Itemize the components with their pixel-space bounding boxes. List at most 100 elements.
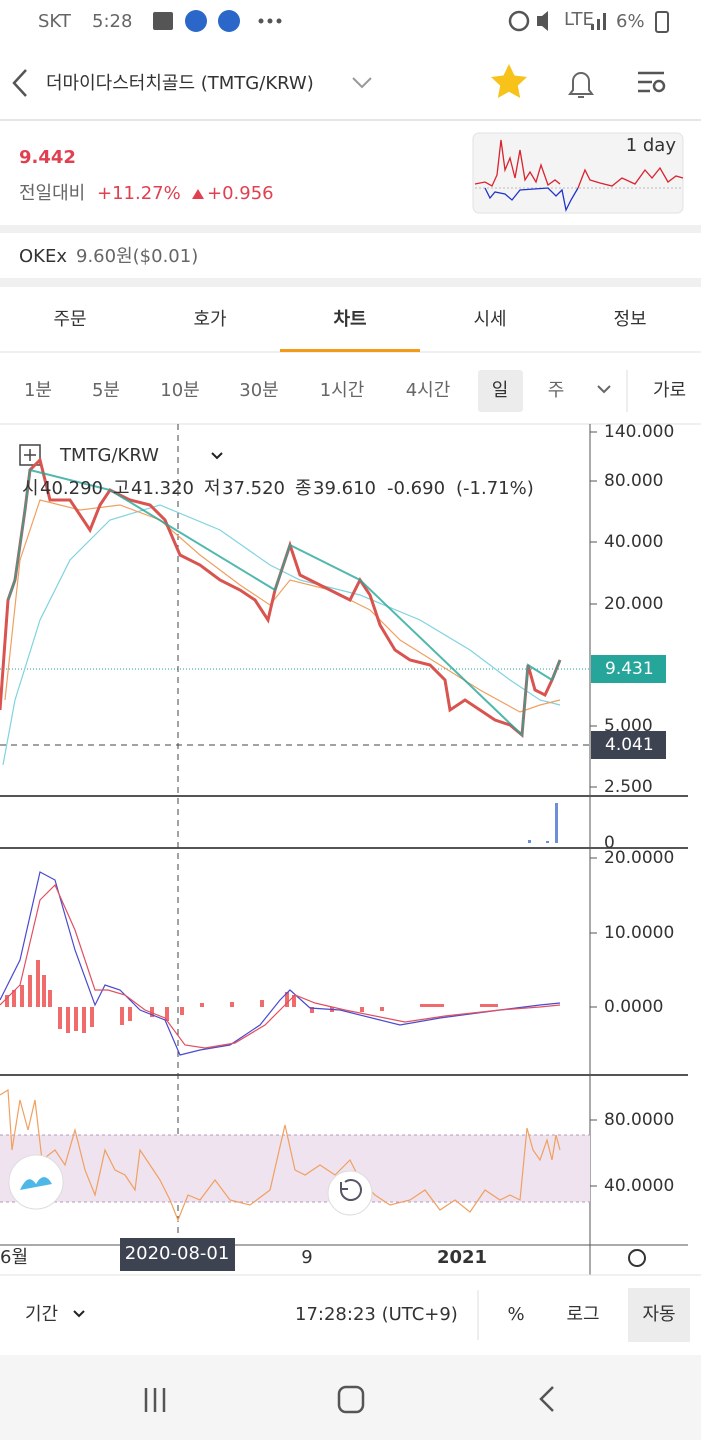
price-candles bbox=[0, 457, 562, 738]
ohlc-high-label: 고 bbox=[113, 478, 130, 499]
chart-symbol: TMTG/KRW bbox=[59, 445, 159, 466]
exchange-name: OKEx bbox=[19, 246, 67, 267]
tab[interactable]: 주문 bbox=[53, 309, 86, 330]
add-indicator[interactable] bbox=[19, 444, 41, 466]
auto-button-bg bbox=[628, 1288, 690, 1342]
exchange-price: 9.60원($0.01) bbox=[76, 246, 198, 267]
moving-average-short bbox=[4, 499, 561, 713]
alarm-button[interactable] bbox=[568, 72, 594, 98]
rsi-axis-label: 80.0000 bbox=[604, 1110, 674, 1130]
period-button[interactable]: 기간 bbox=[25, 1304, 58, 1325]
reset-button[interactable] bbox=[327, 1170, 373, 1216]
mini-chart-line-up bbox=[577, 166, 684, 189]
chart-settings-button[interactable] bbox=[628, 1249, 646, 1267]
interval[interactable]: 1분 bbox=[24, 380, 52, 401]
navigation-bar bbox=[0, 1355, 701, 1440]
x-axis-label: 2021 bbox=[437, 1247, 487, 1268]
crosshair-price-badge bbox=[591, 731, 666, 759]
settings-button[interactable] bbox=[638, 71, 666, 93]
change-label: 전일대비 bbox=[19, 183, 85, 204]
interval[interactable]: 4시간 bbox=[406, 380, 451, 401]
volume-axis-label: 0 bbox=[604, 833, 615, 853]
log-button[interactable]: 로그 bbox=[566, 1304, 599, 1325]
rsi-line bbox=[0, 1088, 561, 1222]
dropdown-chevron[interactable] bbox=[352, 77, 372, 89]
reset-icon bbox=[340, 1179, 362, 1201]
interval[interactable]: 10분 bbox=[160, 380, 199, 401]
moving-average-long bbox=[2, 504, 561, 766]
ohlc-change: -0.690 bbox=[387, 478, 445, 499]
price-axis-label: 40.000 bbox=[604, 532, 663, 552]
drawing-tools-button[interactable] bbox=[8, 1154, 64, 1210]
system-icons bbox=[508, 10, 669, 33]
ohlc-close: 39.610 bbox=[313, 478, 376, 499]
rsi-axis-label: 40.0000 bbox=[604, 1176, 674, 1196]
tab-underline bbox=[280, 349, 420, 352]
lte-label: LTE bbox=[564, 9, 594, 30]
back-nav-button[interactable] bbox=[539, 1386, 554, 1412]
home-button[interactable] bbox=[337, 1385, 365, 1414]
app-icon bbox=[218, 10, 240, 32]
interval-selected[interactable]: 일 bbox=[492, 380, 509, 401]
last-price: 9.431 bbox=[605, 659, 654, 679]
add-indicator-plus bbox=[24, 449, 36, 461]
interval[interactable]: 1시간 bbox=[320, 380, 365, 401]
interval[interactable]: 주 bbox=[548, 380, 565, 401]
ohlc-open: 40.290 bbox=[40, 478, 103, 499]
price-axis-label: 140.000 bbox=[604, 422, 674, 442]
app-icon bbox=[185, 10, 207, 32]
interval[interactable]: 가로 bbox=[653, 380, 686, 401]
more-icon bbox=[258, 18, 282, 24]
auto-button[interactable]: 자동 bbox=[642, 1304, 675, 1325]
clock: 5:28 bbox=[92, 11, 132, 32]
image-icon bbox=[153, 12, 173, 30]
interval-more[interactable] bbox=[597, 385, 611, 394]
interval[interactable]: 5분 bbox=[92, 380, 120, 401]
last-price-badge bbox=[591, 655, 666, 683]
drawing-tools-icon bbox=[20, 1177, 52, 1190]
change-percent: +11.27% bbox=[97, 183, 181, 204]
percent-button[interactable]: % bbox=[507, 1304, 524, 1325]
macd-histogram bbox=[5, 960, 498, 1033]
macd-axis-label: 20.0000 bbox=[604, 848, 674, 868]
signal-line bbox=[0, 883, 561, 1049]
separator bbox=[0, 225, 701, 233]
ohlc-low-label: 저 bbox=[204, 478, 221, 499]
mini-chart[interactable] bbox=[472, 132, 684, 214]
tab-active[interactable]: 차트 bbox=[333, 309, 366, 330]
price-axis-label: 20.000 bbox=[604, 594, 663, 614]
price-candles-up bbox=[7, 468, 561, 738]
separator bbox=[0, 278, 701, 287]
mini-chart-period: 1 day bbox=[626, 135, 677, 156]
ohlc-high: 41.320 bbox=[131, 478, 194, 499]
period-chevron bbox=[73, 1310, 85, 1318]
price-axis-label: 2.500 bbox=[604, 777, 653, 797]
crosshair-date-badge bbox=[120, 1238, 235, 1271]
current-price: 9.442 bbox=[19, 147, 76, 168]
recent-apps-button[interactable] bbox=[144, 1388, 166, 1412]
ohlc-low: 37.520 bbox=[222, 478, 285, 499]
ohlc-change-percent: (-1.71%) bbox=[456, 478, 534, 499]
up-triangle bbox=[192, 189, 204, 199]
favorite-button[interactable] bbox=[490, 64, 527, 98]
x-axis-label: 9 bbox=[301, 1247, 312, 1268]
crosshair-date: 2020-08-01 bbox=[125, 1243, 230, 1264]
crosshair-price: 4.041 bbox=[605, 735, 654, 755]
symbol-chevron[interactable] bbox=[211, 452, 223, 460]
title: 더마이다스터치골드 (TMTG/KRW) bbox=[46, 73, 314, 94]
macd-axis-label: 0.0000 bbox=[604, 997, 663, 1017]
tab[interactable]: 호가 bbox=[193, 309, 226, 330]
tab[interactable]: 정보 bbox=[613, 309, 646, 330]
interval[interactable]: 30분 bbox=[239, 380, 278, 401]
back-button[interactable] bbox=[12, 69, 27, 97]
mini-chart-line-up bbox=[474, 139, 561, 187]
interval-selected-bg bbox=[478, 370, 523, 412]
axis-ticks bbox=[590, 431, 597, 1187]
volume-bars bbox=[528, 803, 558, 843]
ohlc-open-label: 시 bbox=[22, 478, 39, 499]
tab[interactable]: 시세 bbox=[473, 309, 506, 330]
battery: 6% bbox=[616, 11, 645, 32]
price-axis-label: 80.000 bbox=[604, 471, 663, 491]
